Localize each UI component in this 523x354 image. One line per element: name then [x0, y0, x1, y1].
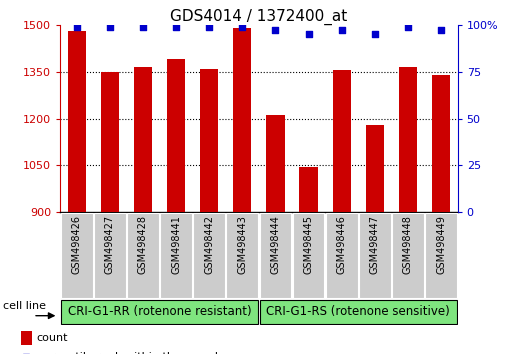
Bar	[200, 69, 218, 212]
FancyBboxPatch shape	[326, 213, 358, 298]
Text: GSM498426: GSM498426	[72, 215, 82, 274]
Text: GSM498449: GSM498449	[436, 215, 446, 274]
Text: GSM498447: GSM498447	[370, 215, 380, 274]
Point	[337, 28, 346, 33]
Point	[73, 24, 81, 29]
Text: GSM498427: GSM498427	[105, 215, 115, 274]
FancyBboxPatch shape	[61, 213, 93, 298]
Point	[271, 28, 280, 33]
Bar	[67, 31, 86, 212]
Text: GSM498444: GSM498444	[270, 215, 280, 274]
Bar	[20, 331, 31, 345]
Bar	[134, 67, 152, 212]
FancyBboxPatch shape	[392, 213, 424, 298]
Point	[304, 31, 313, 37]
Bar	[266, 115, 285, 212]
FancyBboxPatch shape	[226, 213, 258, 298]
Text: GSM498446: GSM498446	[337, 215, 347, 274]
Point	[106, 24, 114, 29]
Point	[404, 24, 412, 29]
Text: GSM498448: GSM498448	[403, 215, 413, 274]
Bar	[399, 67, 417, 212]
Point	[139, 24, 147, 29]
Text: GSM498428: GSM498428	[138, 215, 148, 274]
Text: CRI-G1-RR (rotenone resistant): CRI-G1-RR (rotenone resistant)	[67, 306, 252, 318]
Point	[437, 28, 445, 33]
FancyBboxPatch shape	[194, 213, 225, 298]
Text: cell line: cell line	[3, 301, 46, 311]
FancyBboxPatch shape	[359, 213, 391, 298]
FancyBboxPatch shape	[61, 299, 258, 324]
Bar	[167, 59, 185, 212]
Point	[172, 24, 180, 29]
Bar	[300, 167, 317, 212]
FancyBboxPatch shape	[127, 213, 159, 298]
Text: GSM498442: GSM498442	[204, 215, 214, 274]
Text: CRI-G1-RS (rotenone sensitive): CRI-G1-RS (rotenone sensitive)	[266, 306, 450, 318]
Bar	[101, 72, 119, 212]
Point	[205, 24, 213, 29]
Text: count: count	[37, 333, 68, 343]
Point	[371, 31, 379, 37]
Text: GSM498443: GSM498443	[237, 215, 247, 274]
FancyBboxPatch shape	[259, 299, 457, 324]
Text: percentile rank within the sample: percentile rank within the sample	[37, 352, 224, 354]
FancyBboxPatch shape	[94, 213, 126, 298]
FancyBboxPatch shape	[425, 213, 457, 298]
Bar	[233, 28, 252, 212]
Bar	[432, 75, 450, 212]
FancyBboxPatch shape	[259, 213, 291, 298]
Point	[238, 24, 246, 29]
Text: GSM498445: GSM498445	[303, 215, 314, 274]
Bar	[366, 125, 384, 212]
Text: GSM498441: GSM498441	[171, 215, 181, 274]
Title: GDS4014 / 1372400_at: GDS4014 / 1372400_at	[170, 8, 347, 25]
Bar	[333, 70, 351, 212]
FancyBboxPatch shape	[160, 213, 192, 298]
FancyBboxPatch shape	[293, 213, 324, 298]
